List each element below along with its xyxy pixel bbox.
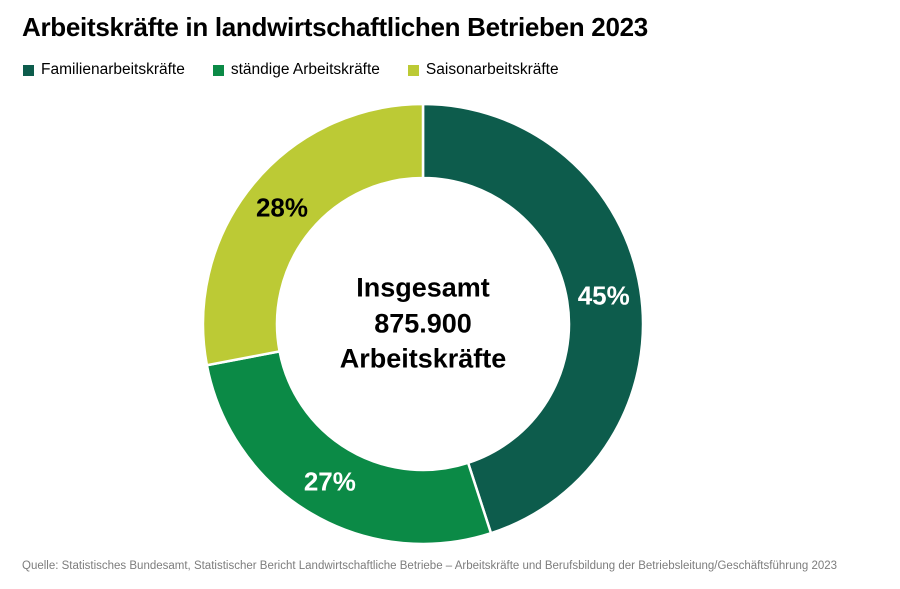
center-line-arbeitskraefte: Arbeitskräfte <box>339 343 507 374</box>
legend-swatch-icon <box>407 64 419 76</box>
donut-segment-st-ndige-arbeitskr-fte <box>205 349 493 546</box>
legend-label: ständige Arbeitskräfte <box>230 61 380 78</box>
center-line-total-value: 875.900 <box>374 308 472 339</box>
legend-item-familienarbeitskraefte: Familienarbeitskräfte <box>23 61 185 79</box>
donut-chart: 45% 27% 28% Insgesamt 875.900 Arbeitskräft… <box>193 94 653 554</box>
donut-chart-svg: 45% 27% 28% <box>201 102 645 546</box>
center-line-insgesamt: Insgesamt <box>356 272 490 303</box>
chart-legend: Familienarbeitskräfte ständige Arbeitskr… <box>23 61 559 79</box>
source-note: Quelle: Statistisches Bundesamt, Statist… <box>22 560 838 572</box>
donut-segment-value-label: 28% <box>256 192 308 222</box>
donut-segment-value-label: 27% <box>304 467 356 497</box>
chart-title: Arbeitskräfte in landwirtschaftlichen Be… <box>22 12 648 42</box>
donut-segment-value-label: 45% <box>578 280 630 310</box>
donut-center-text: Insgesamt 875.900 Arbeitskräfte <box>288 271 558 378</box>
donut-segment-familienarbeitskr-fte <box>421 102 645 535</box>
legend-swatch-icon <box>212 64 224 76</box>
donut-segment-saisonarbeitskr-fte <box>201 102 425 367</box>
legend-item-staendige-arbeitskraefte: ständige Arbeitskräfte <box>212 61 380 79</box>
legend-swatch-icon <box>23 64 34 76</box>
legend-label: Familienarbeitskräfte <box>41 61 185 78</box>
legend-label: Saisonarbeitskräfte <box>425 61 559 78</box>
legend-item-saisonarbeitskraefte: Saisonarbeitskräfte <box>407 61 559 79</box>
